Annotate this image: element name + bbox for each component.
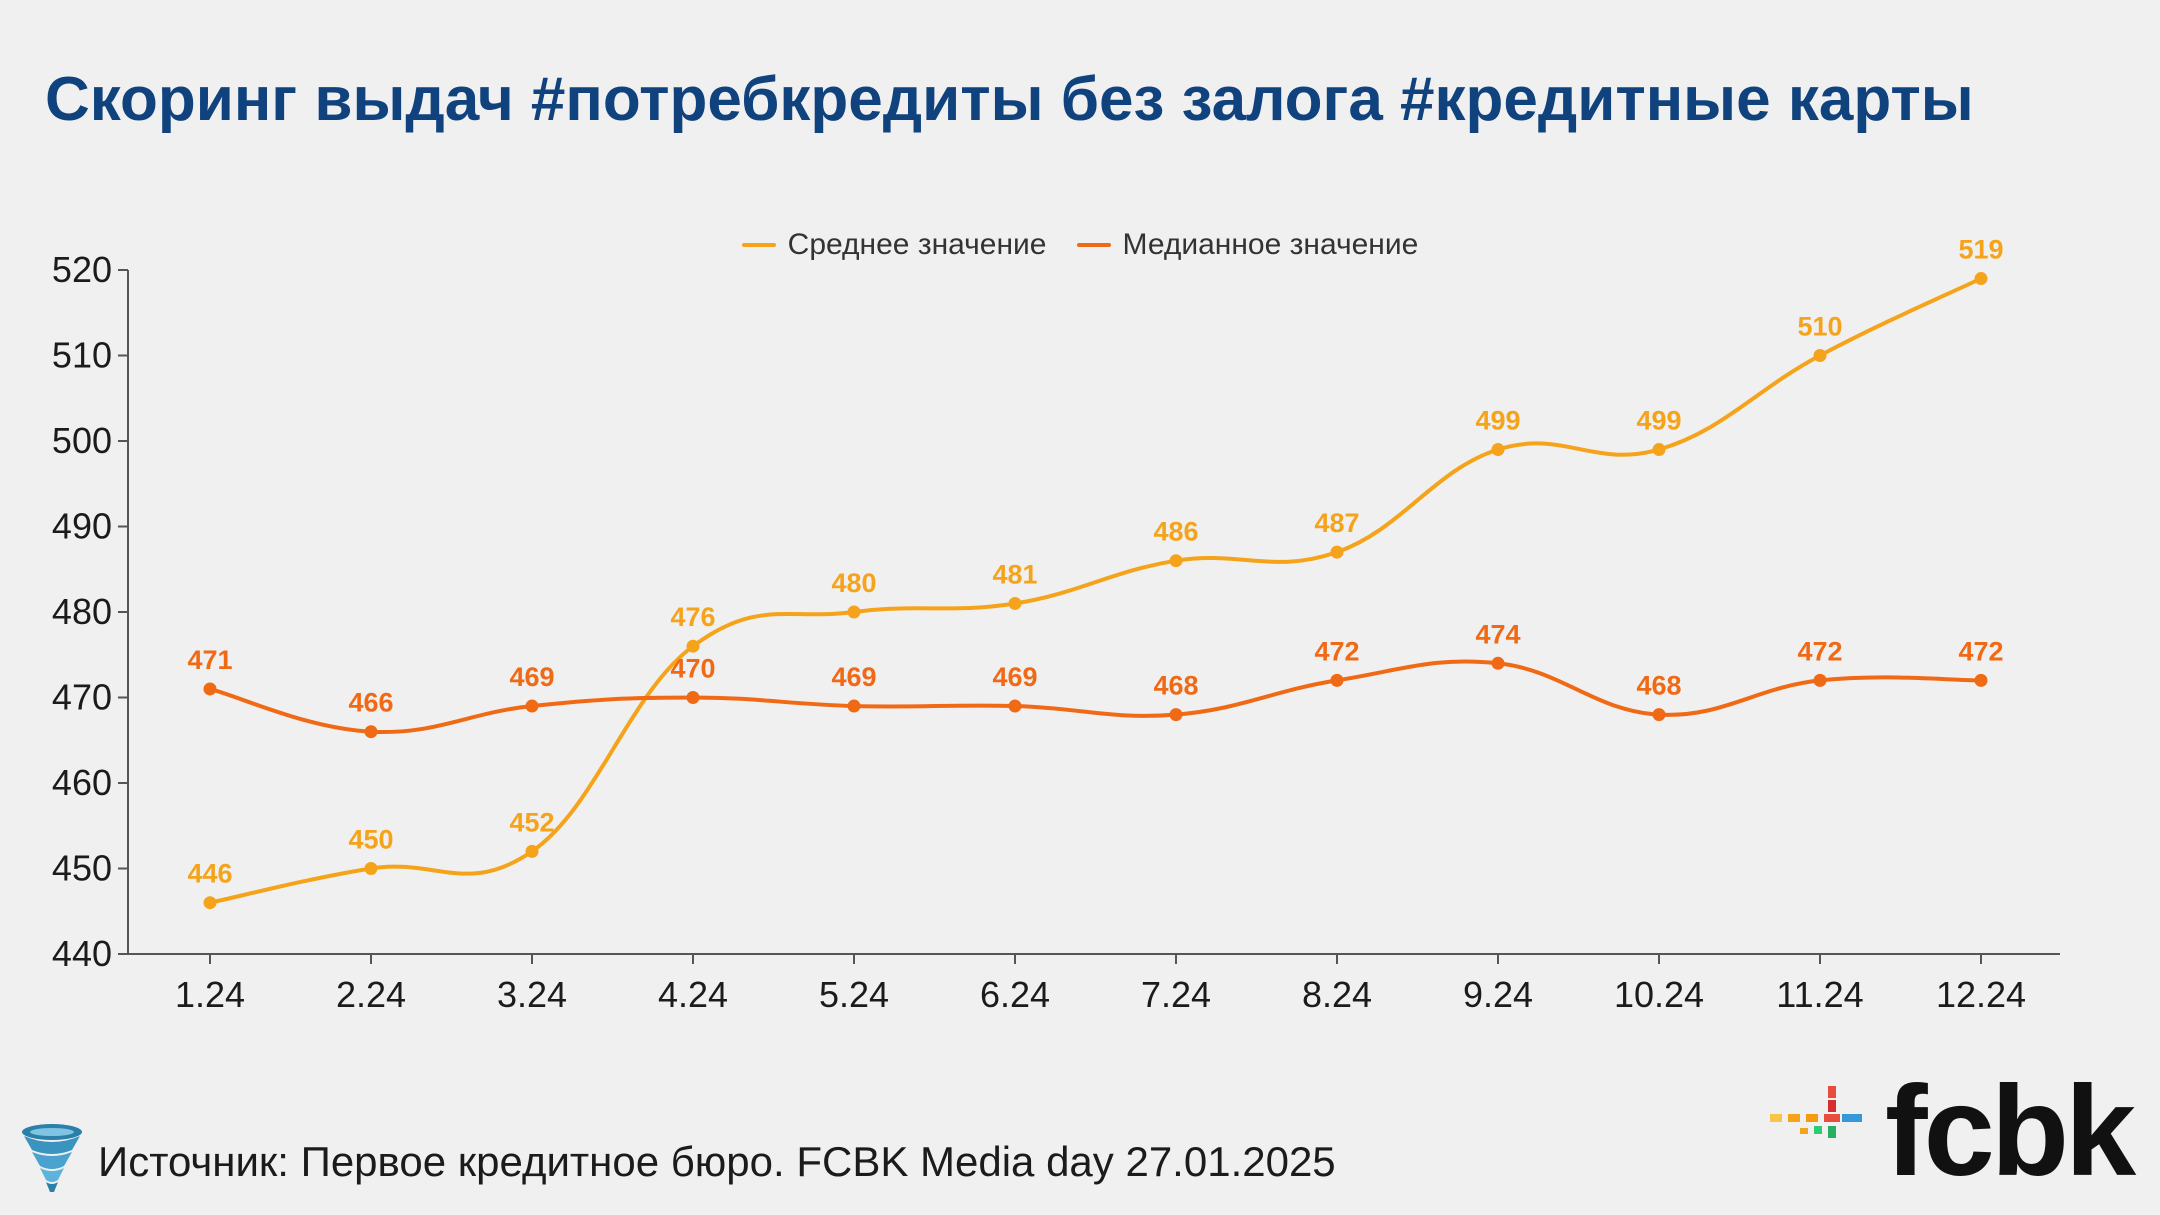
data-label-mean: 519 [1958,235,2003,265]
data-label-median: 472 [1314,636,1359,666]
data-point-mean [525,844,539,858]
legend-item-median: Медианное значение [1076,228,1419,262]
legend-label-median: Медианное значение [1122,228,1419,261]
x-tick-label: 11.24 [1776,974,1863,1015]
x-tick-label: 3.24 [497,974,567,1015]
data-label-mean: 450 [348,825,393,855]
chart-data-labels: 446 450 452 476 480 481 486 487 499 499 510 519 471 4… [187,235,2003,889]
data-label-mean: 452 [509,807,554,837]
data-point-median [203,682,217,696]
x-tick-label: 8.24 [1302,974,1372,1015]
x-tick-label: 4.24 [658,974,728,1015]
data-point-median [847,699,861,713]
data-label-median: 469 [831,662,876,692]
chart-series [203,272,1988,910]
data-point-mean [1330,545,1344,559]
data-label-mean: 499 [1636,406,1681,436]
data-point-median [1491,656,1505,670]
data-label-mean: 480 [831,568,876,598]
legend-swatch-mean [741,243,776,247]
y-tick-label: 440 [52,933,112,974]
source-note: Источник: Первое кредитное бюро. FCBK Me… [98,1138,1336,1185]
data-label-median: 472 [1797,636,1842,666]
data-point-mean [1974,272,1988,286]
data-label-mean: 486 [1153,517,1198,547]
data-label-median: 468 [1153,671,1198,701]
data-label-median: 468 [1636,671,1681,701]
y-tick-label: 450 [52,848,112,889]
slide-title: Скоринг выдач #потребкредиты без залога … [45,65,1974,134]
x-tick-label: 5.24 [819,974,889,1015]
data-point-mean [1008,596,1022,610]
legend-item-mean: Среднее значение [741,228,1047,262]
legend-swatch-median [1076,243,1111,247]
data-point-median [1169,708,1183,722]
data-point-median [1008,699,1022,713]
y-tick-label: 510 [52,335,112,376]
data-point-mean [1491,443,1505,457]
y-tick-label: 480 [52,591,112,632]
data-point-median [1652,708,1666,722]
y-tick-label: 500 [52,420,112,461]
data-label-mean: 487 [1314,508,1359,538]
data-point-mean [686,639,700,653]
series-line-mean [208,276,1983,905]
data-label-median: 469 [992,662,1037,692]
data-point-median [1813,673,1827,687]
chart-legend: Среднее значение Медианное значение [0,228,2160,262]
x-tick-label: 7.24 [1141,974,1211,1015]
data-label-median: 470 [670,654,715,684]
legend-label-mean: Среднее значение [787,228,1047,261]
data-point-mean [1169,554,1183,568]
x-tick-label: 2.24 [336,974,406,1015]
data-label-median: 469 [509,662,554,692]
fcbk-logo-text: fcbk [1885,1060,2136,1203]
data-label-median: 466 [348,688,393,718]
data-label-median: 471 [187,645,232,675]
chart-axes: 440 450 460 470 480 490 500 510 520 1.24 2.24 3.24 4… [52,249,2060,1015]
data-label-median: 474 [1475,619,1520,649]
data-point-median [1330,673,1344,687]
x-tick-label: 10.24 [1614,974,1704,1015]
data-label-mean: 476 [670,602,715,632]
y-tick-label: 520 [52,249,112,290]
x-tick-label: 6.24 [980,974,1050,1015]
data-label-mean: 446 [187,859,232,889]
data-point-mean [364,862,378,875]
data-point-mean [1652,443,1666,457]
tornado-icon [22,1124,82,1192]
x-tick-label: 1.24 [175,974,245,1015]
x-tick-label: 9.24 [1463,974,1533,1015]
data-point-mean [1813,349,1827,362]
data-label-median: 472 [1958,636,2003,666]
series-line-median [208,659,1983,735]
data-point-median [525,699,539,713]
data-point-median [686,691,700,704]
data-label-mean: 510 [1797,312,1842,342]
data-label-mean: 481 [992,559,1037,589]
data-label-mean: 499 [1475,406,1520,436]
y-tick-label: 470 [52,677,112,718]
y-tick-label: 460 [52,762,112,803]
data-point-median [364,725,378,739]
data-point-median [1974,673,1988,687]
data-point-mean [203,896,217,910]
data-point-mean [847,605,861,619]
x-tick-label: 12.24 [1936,974,2026,1015]
y-tick-label: 490 [52,506,112,547]
fcbk-logo-mark [1770,1086,1862,1138]
